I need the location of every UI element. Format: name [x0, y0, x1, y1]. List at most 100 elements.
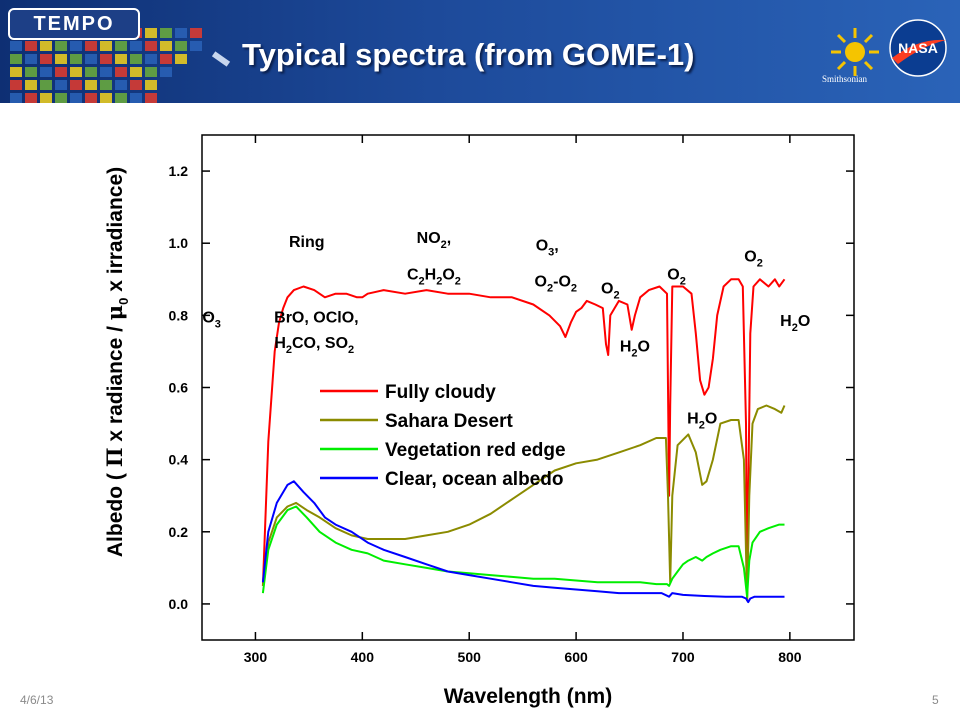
map-grid-cell [100, 80, 112, 90]
annotation-label: Ring [289, 234, 325, 251]
map-grid-cell [40, 80, 52, 90]
map-grid-cell [130, 41, 142, 51]
x-tick-label: 700 [671, 649, 695, 665]
series-line [261, 480, 785, 604]
map-grid-cell [55, 41, 67, 51]
x-tick-label: 300 [244, 649, 268, 665]
legend-entry: Vegetation red edge [385, 440, 566, 461]
map-grid-cell [160, 54, 172, 64]
map-grid-cell [70, 80, 82, 90]
map-grid-cell [55, 67, 67, 77]
annotation-label: H2CO, SO2 [274, 335, 354, 356]
annotation-label: O2 [744, 248, 763, 269]
map-grid-cell [175, 54, 187, 64]
map-grid-cell [10, 67, 22, 77]
header-banner [0, 0, 960, 103]
annotation-label: O2-O2 [535, 274, 577, 295]
smithsonian-sun-icon [831, 28, 879, 76]
legend-entry: Fully cloudy [385, 382, 496, 403]
x-tick-label: 800 [778, 649, 802, 665]
y-tick-label: 0.0 [169, 596, 189, 612]
annotation-label: O3, [536, 237, 559, 258]
map-grid-cell [145, 28, 157, 38]
map-grid-cell [25, 41, 37, 51]
plot-frame [201, 134, 855, 641]
map-grid-cell [10, 80, 22, 90]
map-grid-cell [55, 93, 67, 103]
map-grid-cell [145, 54, 157, 64]
map-grid-cell [160, 41, 172, 51]
map-grid-cell [10, 54, 22, 64]
map-grid-cell [175, 28, 187, 38]
annotation-label: H2O [780, 313, 810, 334]
x-tick-label: 500 [458, 649, 482, 665]
x-tick-label: 400 [351, 649, 375, 665]
map-grid-cell [85, 54, 97, 64]
annotation-label: NO2, [417, 230, 452, 251]
map-grid-cell [85, 41, 97, 51]
y-tick-label: 1.0 [169, 235, 189, 251]
map-grid-cell [85, 93, 97, 103]
map-grid-cell [100, 41, 112, 51]
map-grid-cell [40, 67, 52, 77]
annotation-label: O3 [202, 310, 221, 331]
map-grid-cell [85, 67, 97, 77]
map-grid-cell [160, 67, 172, 77]
map-grid-cell [145, 41, 157, 51]
map-grid-cell [85, 80, 97, 90]
annotation-label: BrO, OClO, [274, 310, 358, 327]
axis-ticks: 300 400 500 600 700 800 0.0 0.2 0.4 0.6 0.8 1.0 1.2 [169, 135, 854, 665]
y-tick-label: 0.8 [169, 307, 189, 323]
satellite-icon [211, 51, 231, 67]
map-grid-cell [130, 93, 142, 103]
map-grid-cell [40, 54, 52, 64]
map-grid-cell [190, 41, 202, 51]
map-grid-cell [25, 80, 37, 90]
annotation-label: O2 [601, 281, 620, 302]
annotations: O3 Ring BrO, OClO, H2CO, SO2 NO2, C2H2O2 O3, O2… [202, 230, 810, 431]
series-line [261, 404, 786, 602]
annotation-label: H2O [620, 338, 650, 359]
map-grid-cell [40, 41, 52, 51]
map-grid-cell [70, 54, 82, 64]
map-grid-cell [70, 93, 82, 103]
map-grid-cell [100, 67, 112, 77]
footer-date: 4/6/13 [20, 693, 54, 707]
map-grid-cell [25, 93, 37, 103]
map-grid-cell [175, 41, 187, 51]
map-grid-cell [70, 41, 82, 51]
map-grid-cell [55, 54, 67, 64]
map-grid-cell [145, 80, 157, 90]
map-grid-cell [160, 28, 172, 38]
map-grid-cell [115, 41, 127, 51]
annotation-label: C2H2O2 [407, 266, 461, 287]
map-grid-cell [115, 93, 127, 103]
map-grid-cell [115, 80, 127, 90]
legend-entry: Clear, ocean albedo [385, 469, 563, 490]
map-grid-cell [100, 54, 112, 64]
annotation-label: H2O [687, 411, 717, 432]
map-grid-cell [10, 41, 22, 51]
tempo-logo: TEMPO [8, 8, 140, 40]
y-tick-label: 1.2 [169, 163, 189, 179]
map-grid-cell [130, 54, 142, 64]
map-grid-cell [145, 93, 157, 103]
map-grid-cell [10, 93, 22, 103]
slide-title: Typical spectra (from GOME-1) [242, 37, 695, 72]
map-grid-cell [25, 67, 37, 77]
series-line [261, 278, 786, 602]
legend-entry: Sahara Desert [385, 411, 513, 432]
y-tick-label: 0.6 [169, 380, 189, 396]
map-grid-cell [100, 93, 112, 103]
annotation-label: O2 [667, 266, 686, 287]
series-line [261, 505, 785, 598]
y-tick-label: 0.4 [169, 452, 189, 468]
map-grid-cell [115, 54, 127, 64]
legend: Fully cloudy Sahara Desert Vegetation red … [320, 382, 566, 490]
map-grid-cell [115, 67, 127, 77]
page-number: 5 [932, 693, 939, 707]
smithsonian-wordmark: Smithsonian [822, 74, 868, 84]
map-grid-cell [25, 54, 37, 64]
y-axis-label: Albedo ( Π x radiance / μ0 x irradiance) [102, 167, 131, 557]
